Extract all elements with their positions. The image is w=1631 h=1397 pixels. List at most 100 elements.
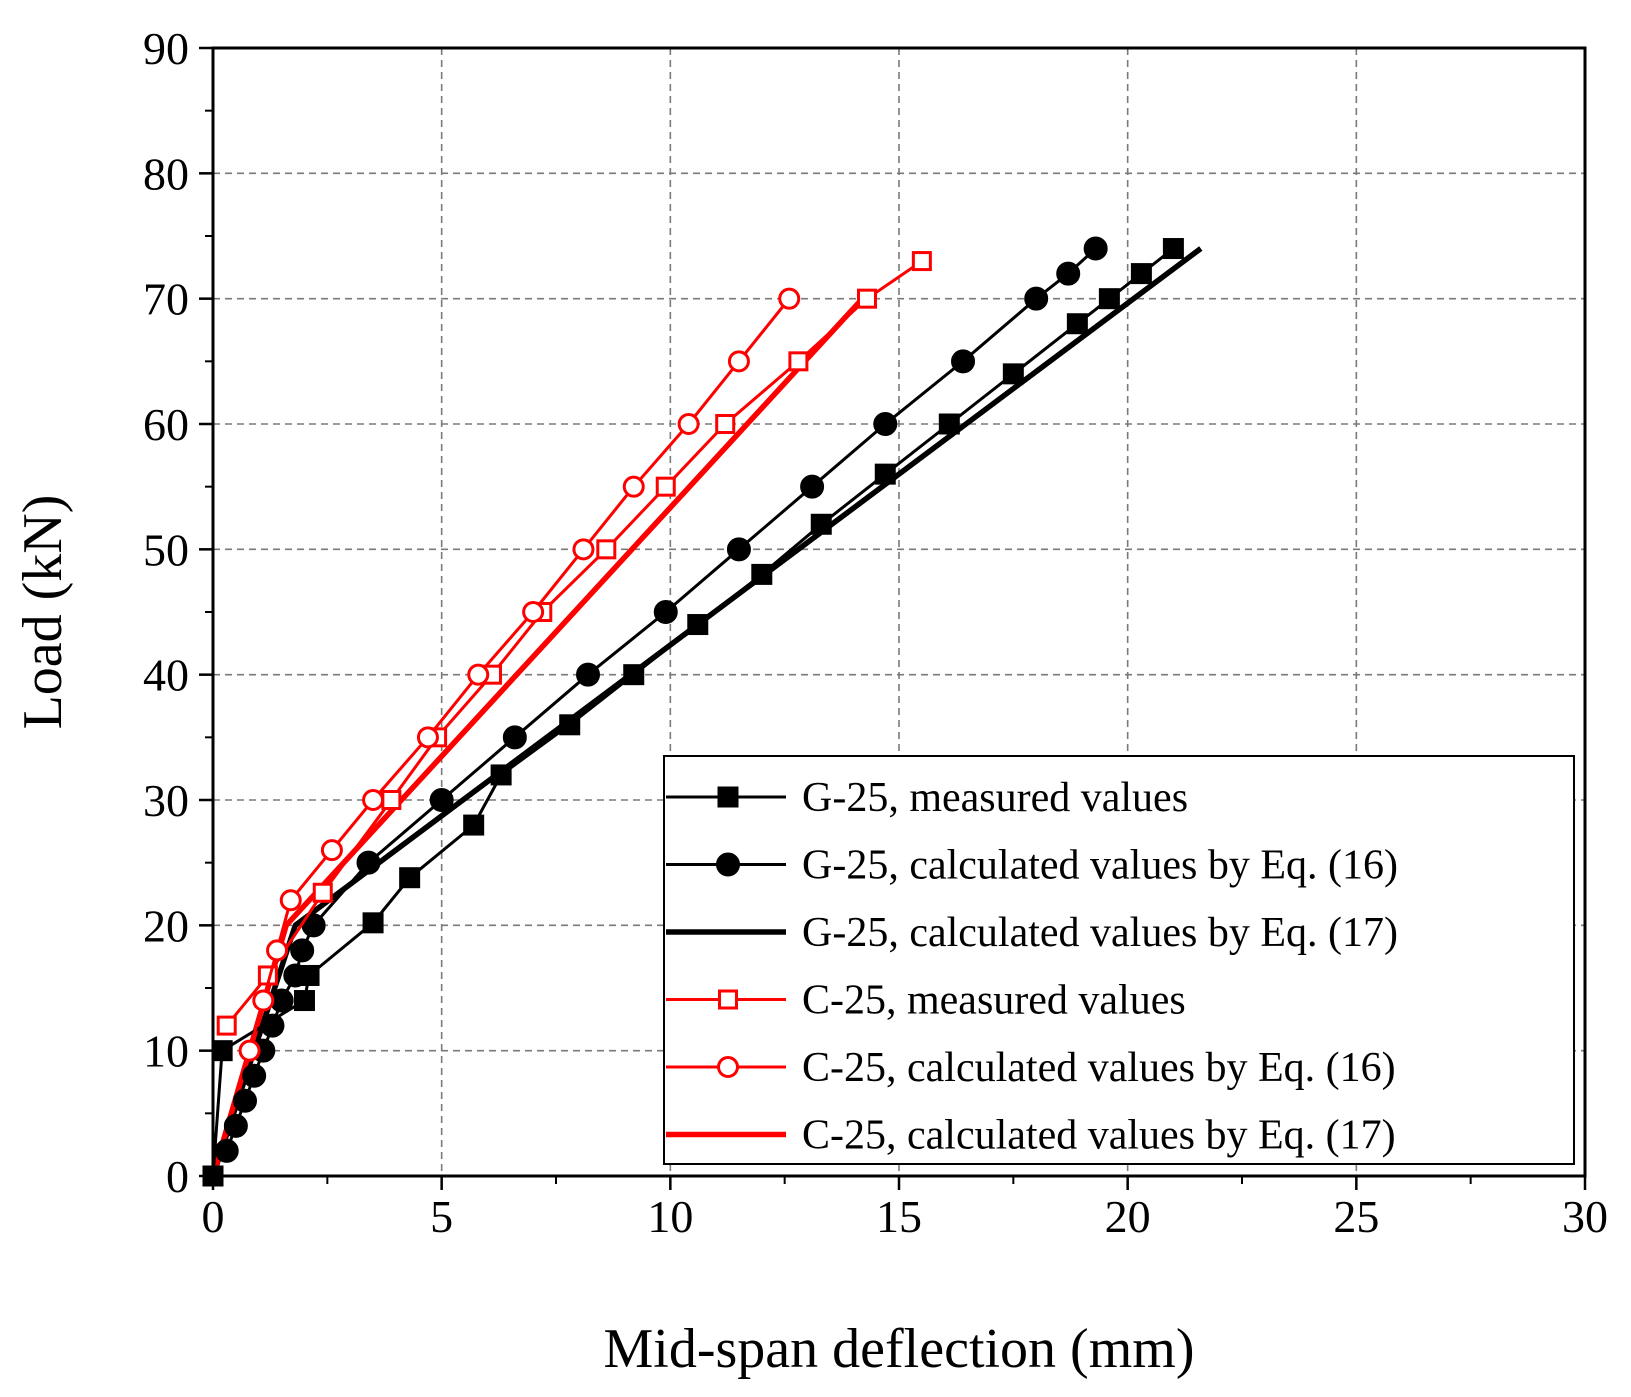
series-1-point — [751, 563, 773, 585]
series-4-point — [788, 351, 809, 372]
series-2-point — [233, 1088, 258, 1113]
series-2-point — [951, 349, 976, 374]
series-5-point — [252, 989, 275, 1012]
series-1-point — [938, 413, 960, 435]
series-1-point — [1002, 363, 1024, 385]
series-2-point — [290, 938, 315, 963]
legend-label: C-25, calculated values by Eq. (17) — [802, 1113, 1396, 1159]
series-2-point — [502, 725, 527, 750]
series-5 — [238, 287, 801, 1062]
series-1-point — [490, 764, 512, 786]
series-2-point — [283, 963, 308, 988]
x-tick-label: 30 — [1562, 1191, 1608, 1242]
series-4-point — [312, 882, 333, 903]
legend-swatch-marker — [718, 989, 738, 1010]
series-1-point — [399, 867, 421, 889]
series-2-point — [214, 1138, 239, 1163]
series-1-point — [463, 814, 485, 836]
x-tick-label: 5 — [430, 1191, 453, 1242]
series-2-point — [726, 537, 751, 562]
series-1-point — [211, 1040, 233, 1062]
series-4-point — [216, 1015, 237, 1036]
series-5-point — [362, 789, 385, 811]
series-4-point — [655, 476, 676, 497]
series-5-point — [727, 350, 750, 373]
series-2-line — [225, 247, 1097, 1152]
series-1-point — [874, 463, 896, 485]
legend-swatch-marker — [717, 786, 739, 808]
x-tick-label: 25 — [1333, 1191, 1379, 1242]
series-1-point — [362, 912, 384, 934]
legend-item: G-25, calculated values by Eq. (17) — [666, 910, 1398, 956]
series-4-point — [856, 288, 877, 309]
x-tick-label: 10 — [647, 1191, 693, 1242]
series-1-point — [1098, 288, 1120, 310]
x-tick-label: 20 — [1105, 1191, 1151, 1242]
x-tick-label: 0 — [202, 1191, 225, 1242]
series-1-point — [623, 664, 645, 686]
series-1-point — [687, 614, 709, 636]
series-1-point — [1066, 313, 1088, 335]
y-tick-label: 0 — [166, 1151, 189, 1202]
y-tick-label: 20 — [143, 900, 189, 951]
series-4-point — [911, 251, 932, 272]
legend-item: C-25, measured values — [666, 978, 1186, 1024]
legend-item: C-25, calculated values by Eq. (16) — [666, 1045, 1396, 1091]
legend-label: C-25, measured values — [802, 978, 1186, 1024]
legend-label: G-25, measured values — [802, 775, 1188, 821]
series-2-point — [260, 1013, 285, 1038]
series-2-point — [1083, 236, 1108, 261]
series-5-point — [266, 939, 289, 962]
legend: G-25, measured values G-25, calculated va… — [663, 755, 1575, 1165]
series-5-point — [238, 1039, 261, 1062]
legend-label: G-25, calculated values by Eq. (17) — [802, 910, 1398, 956]
x-axis-title: Mid-span deflection (mm) — [604, 1318, 1195, 1380]
series-5-point — [279, 889, 302, 912]
series-5-point — [572, 538, 595, 561]
y-tick-label: 90 — [143, 23, 189, 74]
series-4-point — [381, 790, 402, 810]
legend-swatch-marker — [716, 852, 740, 877]
series-5-point — [778, 287, 801, 310]
series-1-point — [1162, 238, 1184, 260]
series-2 — [214, 236, 1108, 1163]
legend-item: C-25, calculated values by Eq. (17) — [666, 1113, 1396, 1159]
series-2-point — [242, 1063, 267, 1088]
series-5-point — [522, 601, 545, 623]
series-5-point — [416, 726, 439, 749]
series-5-point — [320, 839, 343, 862]
series-group — [202, 236, 1203, 1187]
y-tick-label: 70 — [143, 274, 189, 325]
series-5-point — [677, 413, 700, 435]
series-2-point — [356, 850, 381, 875]
series-1-line — [211, 247, 1175, 1177]
series-2-point — [873, 412, 898, 436]
series-4-point — [596, 539, 617, 560]
series-2-point — [576, 662, 601, 687]
y-tick-label: 60 — [143, 399, 189, 450]
series-4-point — [715, 414, 736, 434]
y-tick-label: 10 — [143, 1026, 189, 1077]
series-2-point — [223, 1113, 248, 1138]
series-2-point — [1056, 261, 1081, 286]
series-1-point — [1130, 263, 1152, 285]
y-tick-label: 40 — [143, 650, 189, 701]
legend-box — [663, 755, 1575, 1165]
series-1-point — [810, 513, 832, 535]
series-1-point — [293, 990, 315, 1012]
legend-item: G-25, measured values — [666, 775, 1188, 821]
series-2-point — [1024, 286, 1049, 311]
series-5-point — [622, 475, 645, 498]
x-tick-label: 15 — [876, 1191, 922, 1242]
series-2-point — [800, 474, 825, 499]
axis-ticks: 0 5 10 15 20 25 30 0 10 20 30 40 50 60 70 80 90 — [143, 23, 1608, 1242]
y-axis-title: Load (kN) — [12, 495, 74, 730]
series-1-point — [559, 714, 581, 736]
legend-item: G-25, calculated values by Eq. (16) — [666, 843, 1398, 889]
series-5-point — [467, 663, 490, 686]
legend-swatch-marker — [717, 1056, 739, 1078]
legend-label: C-25, calculated values by Eq. (16) — [802, 1045, 1396, 1091]
y-tick-label: 30 — [143, 775, 189, 826]
